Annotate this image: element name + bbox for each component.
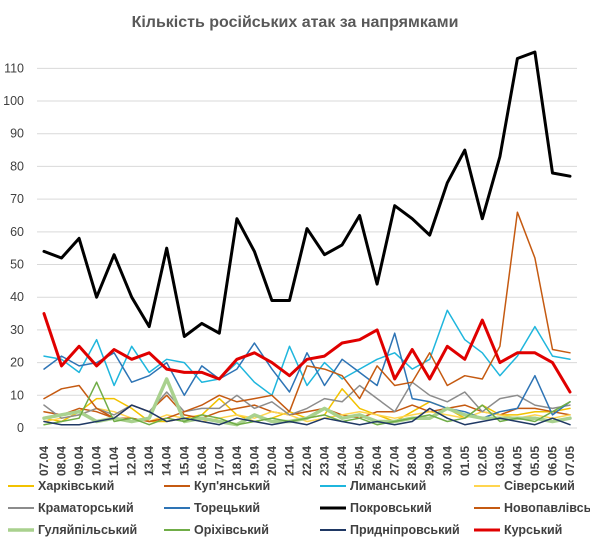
x-tick-label: 21.04 — [282, 446, 296, 476]
x-tick-label: 28.04 — [405, 446, 419, 476]
legend-item: Курський — [474, 523, 562, 537]
x-tick-label: 24.04 — [335, 446, 349, 476]
y-tick-label: 90 — [10, 127, 24, 141]
x-tick-label: 02.05 — [475, 446, 489, 476]
x-tick-label: 11.04 — [107, 446, 121, 476]
x-tick-label: 01.05 — [458, 446, 472, 476]
x-tick-label: 22.04 — [300, 446, 314, 476]
x-tick-label: 12.04 — [125, 446, 139, 476]
legend-item: Сіверський — [474, 479, 575, 493]
x-axis-ticks: 07.04 08.04 09.04 10.04 11.04 12.04 13.04 14.04… — [37, 446, 577, 476]
y-tick-label: 10 — [10, 388, 24, 402]
legend-item: Куп'янський — [164, 479, 270, 493]
series-line-9 — [43, 381, 571, 426]
legend-label: Лиманський — [350, 479, 426, 493]
x-tick-label: 05.05 — [528, 446, 542, 476]
y-axis-ticks: 0 10 20 30 40 50 60 70 80 90 100 110 — [3, 61, 24, 435]
series-line-10 — [43, 404, 571, 426]
x-tick-label: 03.05 — [493, 446, 507, 476]
x-tick-label: 26.04 — [370, 446, 384, 476]
y-tick-label: 80 — [10, 159, 24, 173]
x-tick-label: 10.04 — [90, 446, 104, 476]
y-tick-label: 70 — [10, 192, 24, 206]
legend-label: Новопавлівський — [504, 501, 590, 515]
x-tick-label: 07.05 — [563, 446, 577, 476]
legend-item: Покровський — [320, 501, 432, 515]
legend-item: Харківський — [8, 479, 114, 493]
x-tick-label: 18.04 — [230, 446, 244, 476]
y-tick-label: 20 — [10, 356, 24, 370]
x-tick-label: 19.04 — [247, 446, 261, 476]
legend-label: Харківський — [38, 479, 114, 493]
legend-label: Краматорський — [38, 501, 134, 515]
x-tick-label: 15.04 — [177, 446, 191, 476]
series-line-2 — [43, 309, 571, 397]
series-lines — [42, 50, 572, 427]
x-tick-label: 16.04 — [195, 446, 209, 476]
series-line-11 — [42, 312, 572, 394]
y-tick-label: 0 — [17, 421, 24, 435]
grid — [37, 67, 577, 429]
legend-item: Краматорський — [8, 501, 134, 515]
y-tick-label: 30 — [10, 323, 24, 337]
series-line-7 — [43, 211, 571, 423]
legend-item: Оріхівський — [164, 523, 269, 537]
y-tick-label: 50 — [10, 258, 24, 272]
x-tick-label: 09.04 — [72, 446, 86, 476]
x-tick-label: 20.04 — [265, 446, 279, 476]
y-tick-label: 100 — [3, 94, 24, 108]
chart-title: Кількість російських атак за напрямками — [132, 14, 459, 31]
legend-item: Лиманський — [320, 479, 426, 493]
legend-item: Гуляйпільський — [8, 523, 137, 537]
x-tick-label: 07.04 — [37, 446, 51, 476]
series-line-6 — [42, 50, 572, 338]
x-tick-label: 29.04 — [423, 446, 437, 476]
x-tick-label: 30.04 — [440, 446, 454, 476]
x-tick-label: 14.04 — [160, 446, 174, 476]
y-tick-label: 60 — [10, 225, 24, 239]
legend-label: Придніпровський — [350, 523, 460, 537]
legend-item: Торецький — [164, 501, 260, 515]
legend-label: Сіверський — [504, 479, 575, 493]
legend-label: Покровський — [350, 501, 432, 515]
x-tick-label: 27.04 — [388, 446, 402, 476]
x-tick-label: 04.05 — [510, 446, 524, 476]
legend-label: Оріхівський — [194, 523, 269, 537]
legend-label: Торецький — [194, 501, 260, 515]
x-tick-label: 13.04 — [142, 446, 156, 476]
x-tick-label: 08.04 — [55, 446, 69, 476]
x-tick-label: 23.04 — [318, 446, 332, 476]
x-tick-label: 25.04 — [353, 446, 367, 476]
legend-item: Новопавлівський — [474, 501, 590, 515]
y-tick-label: 110 — [4, 61, 24, 75]
legend-label: Гуляйпільський — [38, 523, 137, 537]
legend-item: Придніпровський — [320, 523, 460, 537]
legend-label: Курський — [504, 523, 562, 537]
x-tick-label: 17.04 — [212, 446, 226, 476]
x-tick-label: 06.05 — [545, 446, 559, 476]
legend: Харківський Куп'янський Лиманський Сіверськ… — [8, 479, 590, 537]
y-tick-label: 40 — [10, 290, 24, 304]
legend-label: Куп'янський — [194, 479, 270, 493]
